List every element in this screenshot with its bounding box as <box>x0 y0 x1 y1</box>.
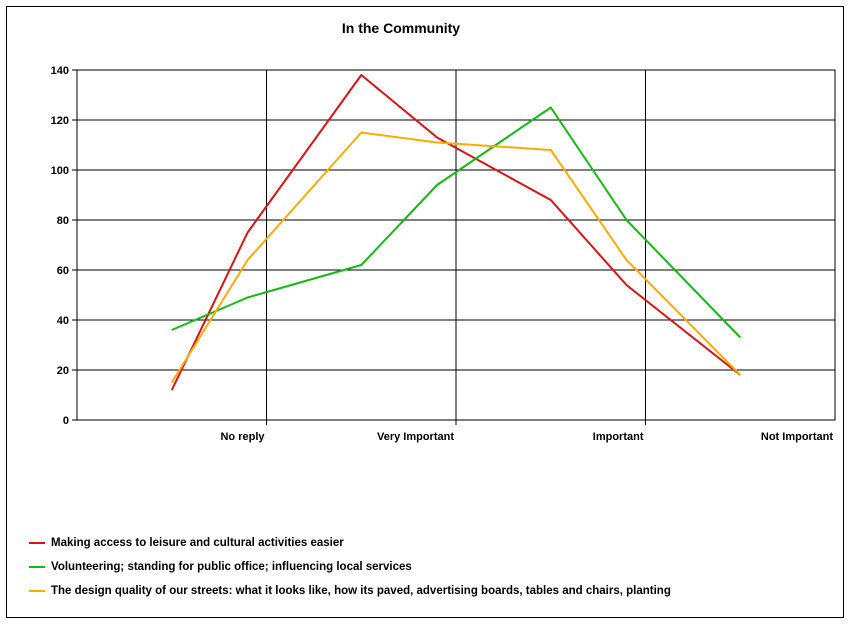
legend-label-series-2: Volunteering; standing for public office… <box>51 561 412 573</box>
x-tick-label: Not Important <box>761 431 833 443</box>
y-tick-label: 60 <box>57 265 69 277</box>
x-tick-label: Important <box>593 431 644 443</box>
legend-swatch-series-3 <box>29 590 45 592</box>
y-tick-label: 120 <box>51 115 69 127</box>
y-tick-label: 20 <box>57 365 69 377</box>
chart-title: In the Community <box>342 20 460 36</box>
legend-item-series-1: Making access to leisure and cultural ac… <box>29 531 671 555</box>
series-line-1 <box>170 74 741 391</box>
y-tick-label: 80 <box>57 215 69 227</box>
y-tick-label: 100 <box>51 165 69 177</box>
legend-item-series-2: Volunteering; standing for public office… <box>29 555 671 579</box>
x-axis-ticks: No reply Very Important Important Not Impor… <box>220 431 833 443</box>
legend-label-series-1: Making access to leisure and cultural ac… <box>51 537 344 549</box>
legend-item-series-3: The design quality of our streets: what … <box>29 579 671 603</box>
y-tick-label: 0 <box>63 415 69 427</box>
y-tick-label: 140 <box>51 65 69 77</box>
y-tick-label: 40 <box>57 315 69 327</box>
x-tick-label: Very Important <box>377 431 454 443</box>
y-axis-ticks: 0 20 40 60 80 100 120 140 <box>51 65 69 427</box>
chart-frame: In the Community 0 20 40 60 80 100 120 140 No r… <box>6 6 844 618</box>
line-chart: In the Community 0 20 40 60 80 100 120 140 No r… <box>51 20 836 443</box>
series-line-2 <box>171 106 742 339</box>
legend: Making access to leisure and cultural ac… <box>29 531 671 603</box>
series-line-3 <box>170 131 742 384</box>
x-tick-label: No reply <box>220 431 265 443</box>
legend-swatch-series-1 <box>29 542 45 544</box>
series-lines <box>170 74 742 391</box>
legend-swatch-series-2 <box>29 566 45 568</box>
legend-label-series-3: The design quality of our streets: what … <box>51 585 671 597</box>
grid-lines <box>72 69 836 425</box>
